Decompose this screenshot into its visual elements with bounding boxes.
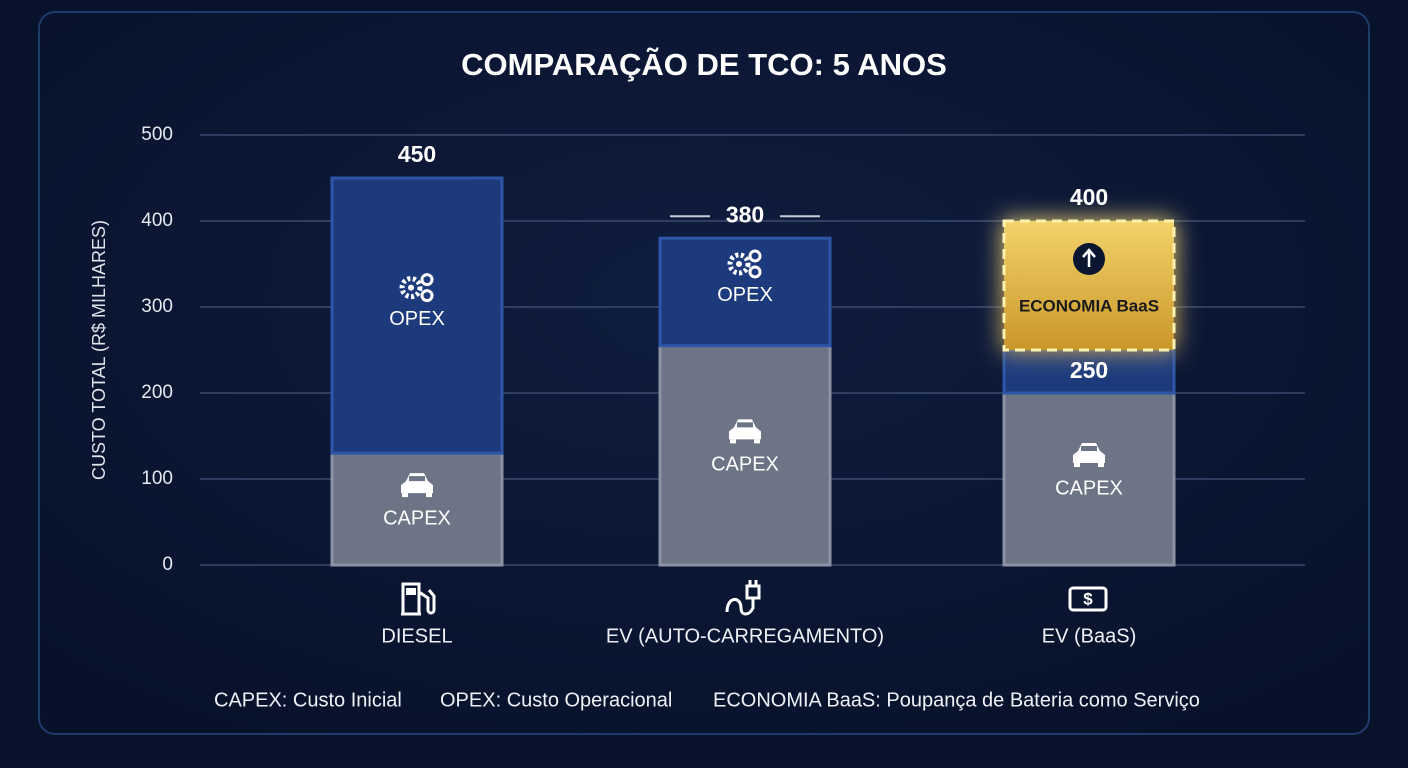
car-window (737, 422, 753, 428)
gears-icon (727, 249, 762, 279)
y-tick-label: 400 (141, 210, 173, 231)
gear (748, 249, 762, 263)
car-icon (729, 419, 761, 444)
wheel (1098, 463, 1104, 467)
bar-segment (658, 344, 832, 567)
chart-title: COMPARAÇÃO DE TCO: 5 ANOS (461, 47, 947, 82)
wheel (426, 493, 432, 498)
money-icon (1068, 586, 1108, 612)
y-tick-label: 200 (141, 382, 173, 403)
x-tick-label: EV (BaaS) (1042, 625, 1136, 647)
subtotal-label: 250 (1070, 357, 1108, 383)
fuel-icon (401, 582, 436, 616)
y-tick-label: 100 (141, 468, 173, 489)
gear (727, 252, 751, 276)
total-label: 380 (726, 201, 764, 227)
bar-segment (330, 451, 504, 567)
footnote: CAPEX: Custo Inicial (214, 689, 402, 711)
bar-segment (1002, 219, 1176, 352)
x-tick-label: DIESEL (381, 625, 452, 647)
footnote: OPEX: Custo Operacional (440, 689, 672, 711)
category-icons: $ (401, 580, 1108, 616)
arrow-icon (1082, 248, 1096, 267)
gear (748, 265, 762, 279)
y-tick-label: 500 (141, 124, 173, 145)
money-icon: $ (1083, 589, 1093, 608)
segment-label: CAPEX (383, 507, 451, 529)
segment-label: CAPEX (1055, 477, 1123, 499)
segment-label: OPEX (389, 308, 445, 330)
x-tick-label: EV (AUTO-CARREGAMENTO) (606, 625, 884, 647)
wheel (754, 439, 760, 444)
car-icon (1073, 443, 1105, 467)
fuel-icon (406, 588, 416, 595)
gear (408, 284, 414, 291)
segment-label: ECONOMIA BaaS (1019, 296, 1159, 315)
car-window (409, 476, 425, 482)
bar-segment (330, 176, 504, 455)
wheel (730, 439, 736, 444)
bar-segment (658, 236, 832, 348)
gear (736, 260, 742, 267)
total-label: 400 (1070, 184, 1108, 210)
plug-icon (725, 580, 761, 616)
wheel (1074, 463, 1080, 467)
gear (420, 273, 434, 287)
y-tick-label: 0 (162, 554, 173, 575)
wheel (402, 493, 408, 498)
bar-segment (1002, 391, 1176, 567)
segment-label: CAPEX (711, 454, 779, 476)
footnote: ECONOMIA BaaS: Poupança de Bateria como … (713, 689, 1200, 711)
gear (420, 289, 434, 303)
segment-label: OPEX (717, 284, 773, 306)
car-window (1081, 446, 1097, 451)
y-tick-label: 300 (141, 296, 173, 317)
gear (399, 276, 423, 300)
total-label: 450 (398, 141, 436, 167)
gears-icon (399, 273, 434, 303)
y-axis-label: CUSTO TOTAL (R$ MILHARES) (89, 220, 109, 480)
car-icon (401, 473, 433, 498)
